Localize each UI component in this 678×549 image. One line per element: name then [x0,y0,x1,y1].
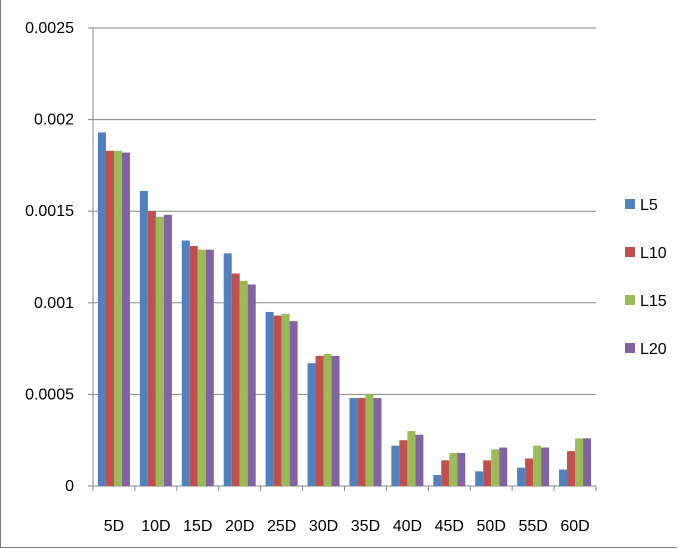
legend-swatch-l10 [625,247,635,257]
bar-l15-40d [407,431,416,486]
x-tick-label: 50D [477,518,506,535]
x-tick-label: 40D [393,518,422,535]
x-tick-label: 45D [435,518,464,535]
axes [88,27,597,491]
bar-l20-15d [205,249,214,486]
bar-l20-50d [499,447,508,486]
bar-l5-10d [139,191,148,486]
y-tick-label: 0.002 [34,112,74,129]
legend-label-l10: L10 [640,245,667,262]
x-tick-label: 25D [267,518,296,535]
bar-l15-55d [533,445,542,486]
bar-l15-20d [239,280,248,486]
bar-l10-15d [189,246,198,486]
y-tick-labels: 0 0.0005 0.001 0.0015 0.002 0.0025 [25,20,74,495]
bar-l20-5d [121,152,130,487]
bar-l5-40d [391,445,400,486]
bar-l5-20d [223,253,232,486]
bar-l5-55d [517,467,526,486]
bar-l5-25d [265,311,274,486]
y-tick-label: 0.001 [34,295,74,312]
x-tick-label: 30D [309,518,338,535]
bar-l5-60d [559,469,568,486]
bar-l20-30d [331,355,340,486]
legend: L5 L10 L15 L20 [625,197,667,358]
bar-l5-50d [475,471,484,486]
bar-l5-35d [349,398,358,486]
legend-label-l5: L5 [640,197,658,214]
bar-l15-35d [365,394,374,486]
legend-swatch-l20 [625,343,635,353]
bar-l5-45d [433,475,442,486]
bar-l15-5d [113,150,122,486]
bar-l10-5d [105,150,114,486]
bar-l20-10d [163,214,172,486]
legend-swatch-l15 [625,295,635,305]
bar-l15-25d [281,313,290,486]
x-tick-label: 15D [183,518,212,535]
bar-l20-60d [583,438,592,486]
x-tick-label: 5D [104,518,124,535]
legend-swatch-l5 [625,199,635,209]
x-tick-label: 60D [560,518,589,535]
x-tick-label: 55D [518,518,547,535]
bar-l15-60d [575,438,584,486]
bar-l10-10d [147,211,156,486]
bar-l15-45d [449,453,458,486]
bar-l10-55d [525,458,534,486]
bar-l10-25d [273,315,282,486]
x-tick-label: 10D [141,518,170,535]
bar-l10-40d [399,440,408,486]
legend-label-l20: L20 [640,341,667,358]
bar-l15-50d [491,449,500,486]
bar-l10-50d [483,460,492,486]
bar-l10-35d [357,398,366,486]
legend-label-l15: L15 [640,293,667,310]
bar-l20-45d [457,453,466,486]
bar-l20-40d [415,434,424,486]
gridlines [93,27,596,395]
y-tick-label: 0 [65,478,74,495]
bar-l20-55d [541,447,550,486]
bar-l20-25d [289,321,298,486]
bar-l5-5d [97,132,106,486]
bar-l20-20d [247,284,256,486]
x-tick-label: 35D [351,518,380,535]
bar-l5-15d [181,240,190,486]
bar-l10-45d [441,460,450,486]
x-tick-label: 20D [225,518,254,535]
bar-l10-20d [231,273,240,486]
bar-l10-30d [315,355,324,486]
x-tick-labels: 5D 10D 15D 20D 25D 30D 35D 40D 45D 50D 55D 60D [104,518,590,535]
y-tick-label: 0.0005 [25,386,74,403]
y-tick-label: 0.0025 [25,20,74,37]
bars [97,132,592,487]
bar-l5-30d [307,363,316,486]
bar-l15-30d [323,354,332,486]
bar-l10-60d [567,451,576,486]
bar-l15-15d [197,249,206,486]
bar-l15-10d [155,216,164,487]
y-tick-label: 0.0015 [25,203,74,220]
bar-l20-35d [373,398,382,486]
